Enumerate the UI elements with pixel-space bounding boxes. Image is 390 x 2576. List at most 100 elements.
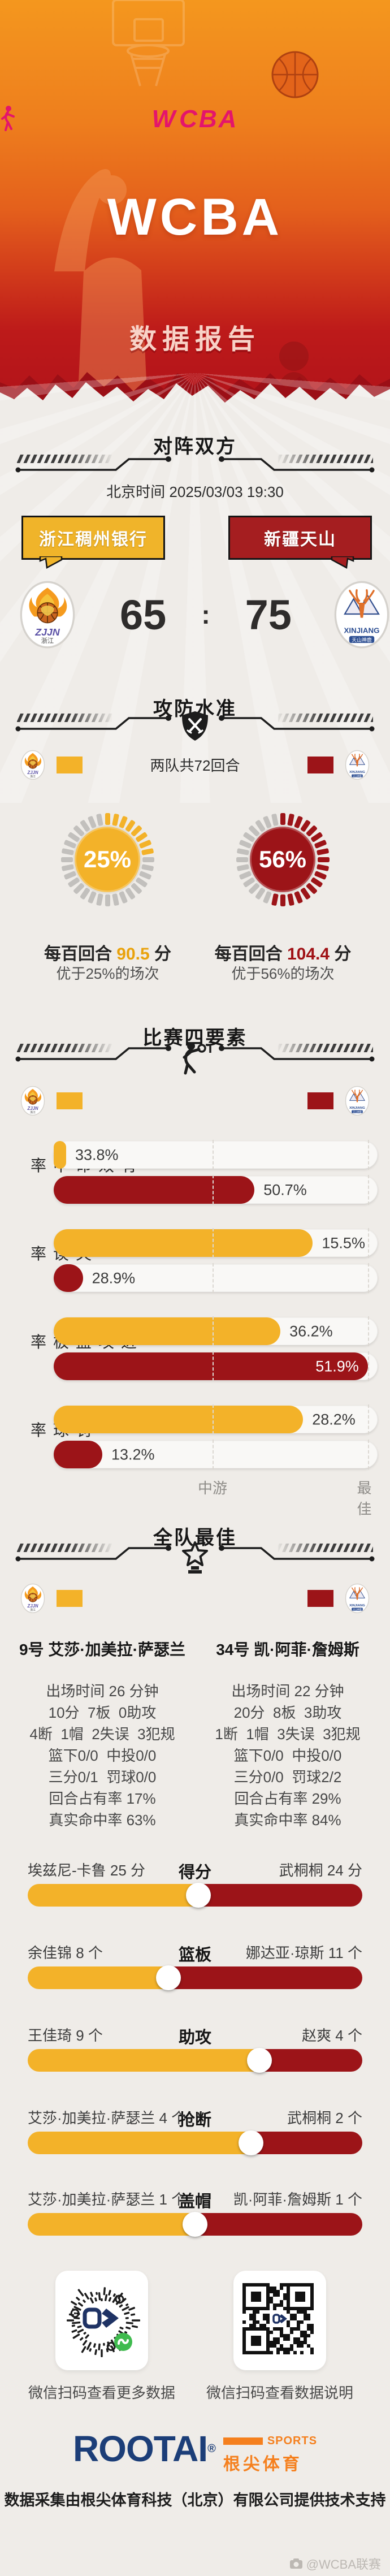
home-factor-value: 36.2% (289, 1322, 333, 1339)
duel-row-助攻: 助攻 王佳琦 9 个 赵爽 4 个 (0, 2024, 390, 2078)
rank-guide-line (367, 1228, 369, 1258)
gauge-tick (316, 863, 329, 871)
rank-guide-line (367, 1316, 369, 1346)
home-factor-bar (54, 1229, 313, 1257)
stat-line: 出场时间 26 分钟 (46, 1683, 159, 1700)
gauge-tick (236, 848, 249, 855)
rank-guide-line (212, 1404, 214, 1434)
duel-away-share (168, 1966, 362, 1989)
stat-line: 真实命中率 63% (49, 1812, 156, 1829)
hero-title: WCBA (107, 188, 283, 246)
home-factor-value: 15.5% (322, 1234, 365, 1251)
home-rating-value: 90.5 (116, 945, 150, 963)
home-factor-track: 15.5% (54, 1228, 378, 1258)
duel-home-leader: 埃兹尼-卡鲁 25 分 (28, 1862, 146, 1879)
gauge-tick (287, 893, 294, 906)
duel-away-leader: 武桐桐 2 个 (287, 2110, 362, 2127)
gauge-tick (111, 813, 119, 826)
duel-home-share (28, 2049, 259, 2072)
duel-bar (28, 2130, 362, 2155)
away-logo-small: XINJIANG 天山神鹿 (345, 750, 370, 780)
away-factor-value: 28.9% (92, 1269, 136, 1286)
gauge-tick (141, 848, 154, 855)
gauge-tick (61, 848, 74, 855)
duel-home-share (28, 1966, 169, 1989)
svg-text:XINJIANG: XINJIANG (344, 626, 379, 634)
stat-line: 出场时间 22 分钟 (231, 1683, 344, 1700)
score-row: ZJJN 浙江 65 : 75 XINJIANG 天山神鹿 (0, 578, 390, 651)
gauge-tick (316, 848, 329, 855)
away-score: 75 (245, 591, 292, 638)
qr-caption-left: 微信扫码查看更多数据 (28, 2384, 175, 2401)
gauge-tick (96, 893, 103, 906)
four-factor-row: 罚球率28.2%13.2% (0, 1404, 390, 1469)
basketball-icon (271, 51, 319, 98)
away-rating-value: 104.4 (287, 945, 330, 963)
legend-ratings: ZJJN 浙江 两队共72回合 XINJIANG 天山神鹿 (0, 747, 390, 783)
gauge-value: 56% (250, 827, 315, 892)
gauge-tick (141, 863, 154, 871)
four-factor-row: 失误率15.5%28.9% (0, 1228, 390, 1293)
svg-text:ZJJN: ZJJN (34, 626, 60, 638)
team-logo-zhejiang: ZJJN 浙江 (20, 1583, 45, 1614)
gauge-tick (105, 894, 110, 906)
gauge-tick (105, 812, 110, 825)
duel-category: 篮板 (178, 1946, 211, 1964)
duel-away-leader: 凯·阿菲·詹姆斯 1 个 (233, 2191, 362, 2208)
home-factor-bar (54, 1141, 66, 1169)
rank-guide-line (212, 1140, 214, 1170)
duel-split-dot (185, 1883, 211, 1908)
stat-line: 回合占有率 29% (234, 1790, 341, 1807)
away-factor-track: 28.9% (54, 1263, 378, 1293)
player-silhouette (54, 169, 148, 418)
away-team-name: 新疆天山 (264, 530, 336, 549)
duel-away-share (198, 1884, 362, 1907)
hero-banner: W CBA WCBA 数据报告 (0, 0, 390, 435)
divider-matchup (0, 455, 390, 482)
match-datetime: 北京时间 2025/03/03 19:30 (106, 483, 284, 500)
away-factor-bar (54, 1176, 255, 1204)
team-logo-zhejiang: ZJJN 浙江 (20, 581, 75, 649)
away-rating-line2: 优于56%的场次 (231, 965, 335, 982)
svg-text:浙江: 浙江 (30, 775, 36, 779)
away-factor-bar (54, 1264, 83, 1292)
duel-home-share (28, 1884, 198, 1907)
team-logo-xinjiang: XINJIANG 天山神鹿 (345, 1086, 370, 1116)
rank-guide-line (212, 1228, 214, 1258)
home-logo-small: ZJJN 浙江 (20, 1086, 45, 1116)
best-player-statlines: 出场时间 26 分钟 10分 7板 0助攻 4断 1帽 2失误 3犯规 篮下0/0 中… (9, 1680, 196, 1831)
qr-card-more-data (55, 2271, 148, 2370)
duel-home-leader: 艾莎·加美拉·萨瑟兰 4 个 (28, 2110, 187, 2127)
home-factor-bar (54, 1317, 281, 1345)
qr-caption-right: 微信扫码查看数据说明 (206, 2384, 353, 2401)
stat-line: 真实命中率 84% (234, 1812, 341, 1829)
stat-line: 篮下0/0 中投0/0 (233, 1747, 342, 1764)
duel-split-dot (246, 2048, 272, 2073)
registered-mark: ® (207, 2443, 216, 2455)
wcba-league-logo: W CBA (0, 105, 390, 133)
camera-icon (289, 2558, 302, 2569)
away-rating-gauge: 56% (226, 803, 339, 916)
hero-art (0, 0, 390, 435)
team-logo-zhejiang: ZJJN 浙江 (20, 1086, 45, 1116)
away-factor-value: 50.7% (263, 1181, 307, 1198)
data-support-note: 数据采集由根尖体育科技（北京）有限公司提供技术支持 (4, 2492, 386, 2509)
away-best-player-card: 34号 凯·阿菲·詹姆斯 出场时间 22 分钟 20分 8板 3助攻 1断 1帽 3失… (194, 1637, 381, 1831)
duel-category: 盖帽 (178, 2193, 211, 2211)
duel-bar (28, 2212, 362, 2237)
svg-text:天山神鹿: 天山神鹿 (353, 1608, 362, 1611)
rank-guide-line (212, 1440, 214, 1469)
away-color-swatch (307, 757, 333, 773)
svg-text:ZJJN: ZJJN (27, 1106, 38, 1111)
team-logo-xinjiang: XINJIANG 天山神鹿 (345, 750, 370, 780)
away-factor-value: 51.9% (315, 1358, 359, 1375)
home-rating-line2: 优于25%的场次 (56, 965, 159, 982)
basketball-player-icon (183, 1042, 211, 1075)
rank-guide-line (212, 1316, 214, 1346)
wechat-icon (114, 2333, 132, 2351)
duel-away-leader: 武桐桐 24 分 (279, 1862, 362, 1879)
duel-home-share (28, 2132, 251, 2154)
stat-line: 10分 7板 0助攻 (48, 1704, 157, 1721)
logo-letters-cba: CBA (179, 105, 239, 133)
